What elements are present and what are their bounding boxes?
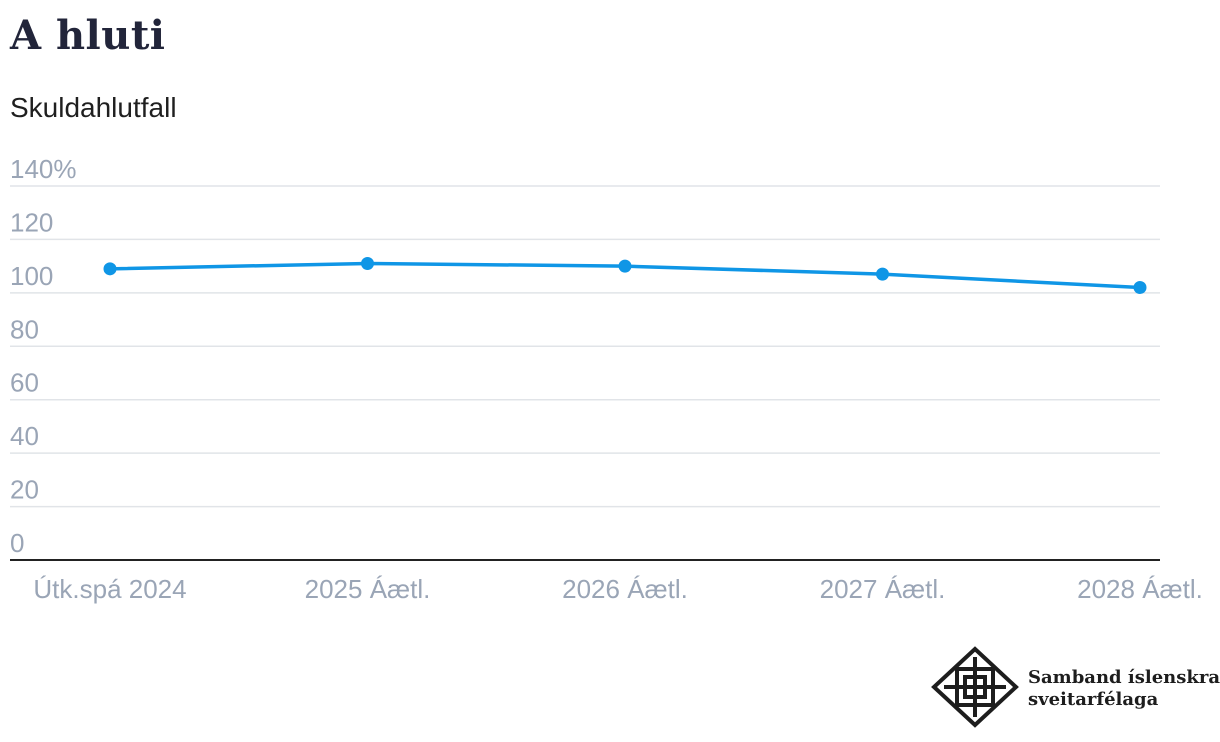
- organization-name: Samband íslenskra sveitarfélaga: [1028, 667, 1220, 711]
- data-point: [618, 259, 632, 273]
- organization-name-line-2: sveitarfélaga: [1028, 689, 1159, 710]
- y-tick-label: 120: [10, 207, 53, 237]
- x-tick-label: 2028 Áætl.: [1077, 574, 1203, 604]
- series-layer: [103, 256, 1147, 295]
- data-point: [361, 256, 374, 270]
- chart-subtitle: Skuldahlutfall: [10, 92, 177, 123]
- grid-lines: [10, 185, 1160, 508]
- y-tick-label: 100: [10, 261, 53, 291]
- chart-title: A hluti: [10, 12, 166, 59]
- organization-name-line-1: Samband íslenskra: [1028, 667, 1220, 688]
- data-point: [1133, 281, 1147, 295]
- data-point: [103, 262, 117, 276]
- organization-logo: Samband íslenskra sveitarfélaga: [930, 645, 1220, 730]
- x-tick-label: Útk.spá 2024: [33, 574, 186, 604]
- data-point: [876, 267, 889, 281]
- y-tick-label: 0: [10, 528, 24, 558]
- y-tick-label: 20: [10, 475, 39, 505]
- y-tick-label: 60: [10, 368, 39, 398]
- x-tick-label: 2027 Áætl.: [820, 574, 946, 604]
- y-axis-ticks: 0 20 40 60 80 100 120 140%: [10, 154, 77, 558]
- y-tick-label: 80: [10, 314, 39, 344]
- union-seal-icon: [931, 646, 1019, 728]
- x-tick-label: 2025 Áætl.: [305, 574, 431, 604]
- y-tick-label: 140%: [10, 154, 77, 184]
- x-axis-ticks: Útk.spá 2024 2025 Áætl. 2026 Áætl. 2027 Áæt…: [33, 574, 1202, 604]
- x-tick-label: 2026 Áætl.: [562, 574, 688, 604]
- y-tick-label: 40: [10, 421, 39, 451]
